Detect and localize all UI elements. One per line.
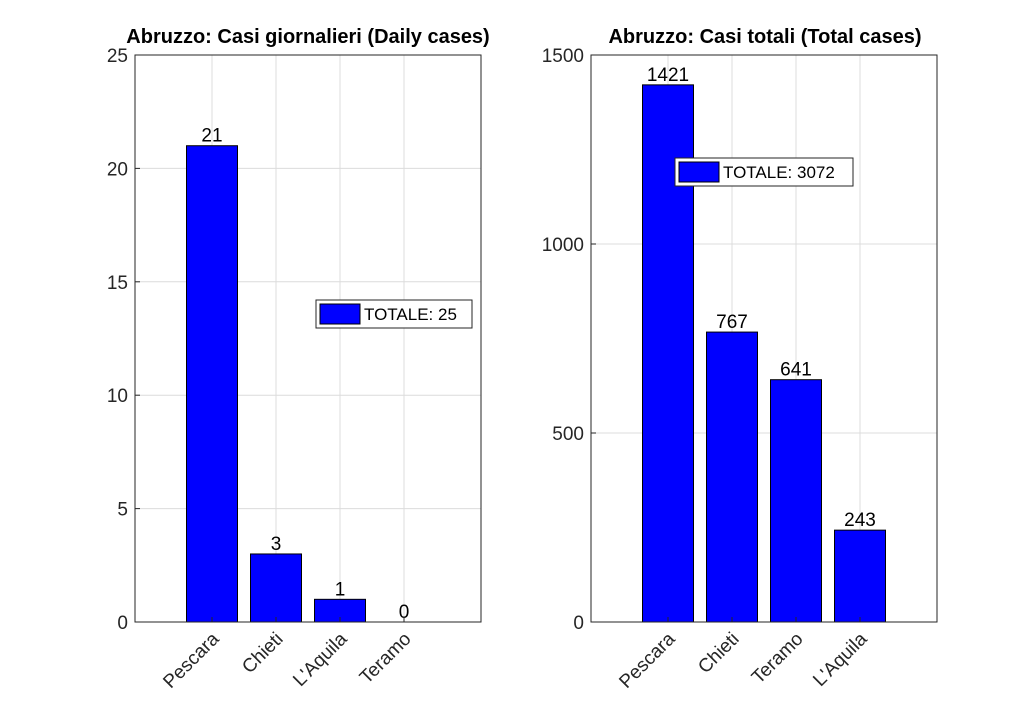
y-tick-label: 25 <box>107 46 128 67</box>
total-cases-chart: Abruzzo: Casi totali (Total cases) 1421 7… <box>542 26 938 693</box>
chart-title: Abruzzo: Casi giornalieri (Daily cases) <box>126 26 489 48</box>
bar-chieti <box>250 553 302 623</box>
data-label: 3 <box>271 534 282 555</box>
y-tick-label: 1500 <box>542 46 584 67</box>
y-tick-label: 0 <box>117 613 128 634</box>
data-labels: 21 3 1 0 <box>201 126 409 623</box>
legend: TOTALE: 25 <box>315 299 473 329</box>
x-tick-label: Chieti <box>238 629 287 678</box>
data-label: 1421 <box>647 65 689 86</box>
x-ticks: Pescara Chieti L'Aquila Teramo <box>159 617 416 693</box>
y-tick-label: 500 <box>552 424 584 445</box>
data-label: 21 <box>201 126 222 147</box>
legend-label: TOTALE: 25 <box>364 305 457 324</box>
x-tick-label: Pescara <box>615 628 679 692</box>
x-tick-label: Teramo <box>356 629 416 689</box>
legend-label: TOTALE: 3072 <box>723 163 835 182</box>
bar-pescara <box>186 145 238 623</box>
data-label: 767 <box>716 312 748 333</box>
data-labels: 1421 767 641 243 <box>647 65 876 531</box>
y-tick-label: 0 <box>573 613 584 634</box>
legend-swatch <box>678 161 720 183</box>
x-tick-label: L'Aquila <box>809 628 872 691</box>
x-tick-label: Teramo <box>748 629 808 689</box>
x-tick-label: Pescara <box>159 628 223 692</box>
x-tick-label: Chieti <box>694 629 743 678</box>
x-tick-label: L'Aquila <box>289 628 352 691</box>
y-tick-label: 15 <box>107 273 128 294</box>
y-tick-label: 1000 <box>542 235 584 256</box>
daily-cases-chart: Abruzzo: Casi giornalieri (Daily cases) … <box>107 26 490 693</box>
y-tick-label: 10 <box>107 386 128 407</box>
legend-swatch <box>319 303 361 325</box>
data-label: 0 <box>399 602 410 623</box>
bar-laquila <box>834 529 886 623</box>
axes-box <box>134 54 482 623</box>
bar-chieti <box>706 331 758 623</box>
data-label: 641 <box>780 360 812 381</box>
y-tick-label: 20 <box>107 159 128 180</box>
data-label: 243 <box>844 510 876 531</box>
axes-box <box>590 54 938 623</box>
x-ticks: Pescara Chieti Teramo L'Aquila <box>615 617 872 693</box>
y-ticks: 0 5 10 15 20 25 <box>107 46 140 634</box>
y-ticks: 0 500 1000 1500 <box>542 46 596 634</box>
bars <box>186 145 366 623</box>
bar-teramo <box>770 379 822 623</box>
chart-title: Abruzzo: Casi totali (Total cases) <box>608 26 921 48</box>
legend: TOTALE: 3072 <box>674 157 854 187</box>
data-label: 1 <box>335 579 346 600</box>
y-tick-label: 5 <box>117 500 128 521</box>
